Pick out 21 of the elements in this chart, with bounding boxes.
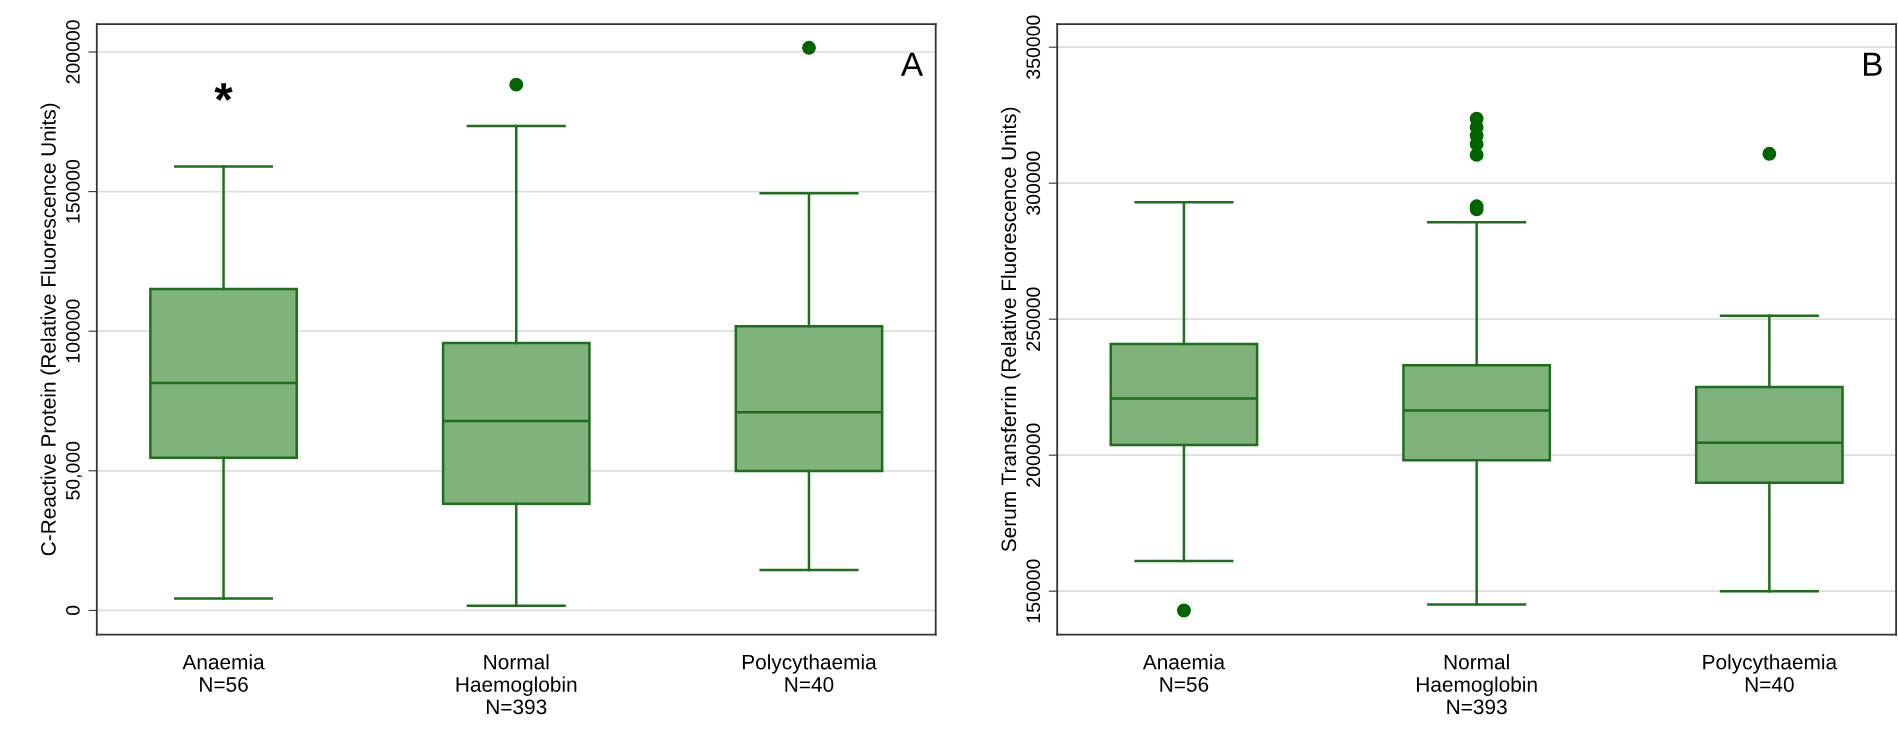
y-tick-label: 350000 [1026, 15, 1041, 79]
y-axis-title: C-Reactive Protein (Relative Fluorescence Units) [40, 103, 60, 556]
x-tick-label: Anaemia N=56 [1142, 654, 1226, 692]
y-tick-label: 0 [65, 605, 80, 616]
annotation: * [214, 83, 233, 101]
y-axis-title: Serum Transferrin (Relative Fluorescence Units) [1000, 107, 1021, 552]
y-tick-label: 150000 [65, 159, 80, 223]
x-tick-label: Normal Haemoglobin N=393 [1416, 654, 1537, 715]
y-tick-label: 150000 [1026, 559, 1041, 623]
y-tick-label: 200000 [1026, 423, 1041, 487]
y-tick-label: 100000 [65, 299, 80, 363]
x-tick-label: Polycythaemia N=40 [1703, 654, 1838, 692]
y-tick-label: 200000 [65, 20, 80, 84]
y-tick-label: 250000 [1026, 287, 1041, 351]
x-tick-label: Polycythaemia N=40 [742, 654, 877, 692]
annotation: B [1864, 52, 1882, 76]
x-tick-label: Normal Haemoglobin N=393 [456, 654, 577, 715]
x-tick-label: Anaemia N=56 [182, 654, 265, 692]
y-tick-label: 50,000 [65, 441, 83, 500]
y-tick-label: 300000 [1026, 151, 1041, 215]
annotation: A [900, 52, 924, 76]
